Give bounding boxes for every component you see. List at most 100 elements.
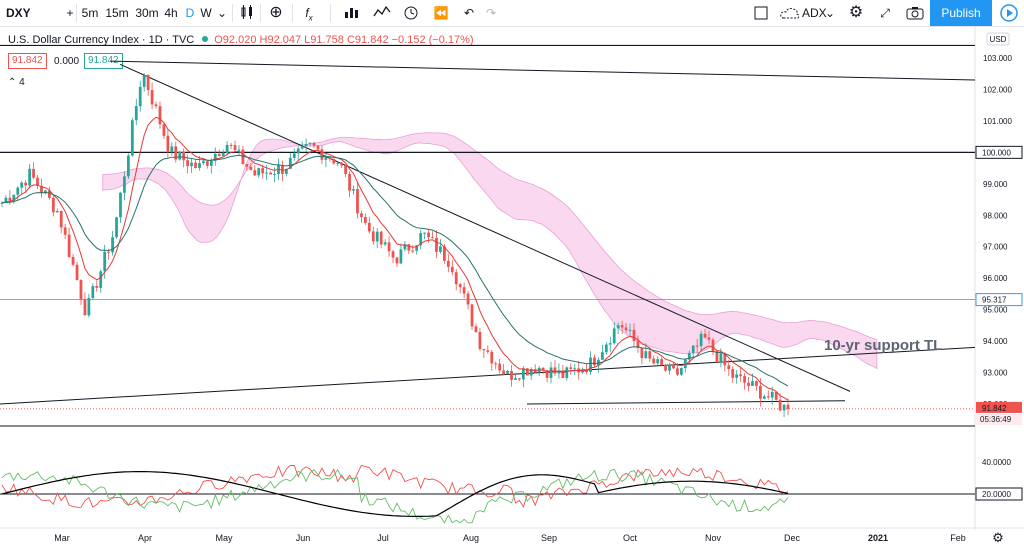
gear-icon[interactable]: ⚙: [992, 531, 1004, 546]
candle: [8, 197, 12, 201]
spread-value: 0.000: [54, 56, 80, 67]
layout-square-icon[interactable]: [752, 0, 770, 26]
financials-icon[interactable]: [340, 0, 362, 26]
support-trendline-annotation[interactable]: 10-yr support TL: [824, 337, 942, 354]
candle: [620, 325, 624, 328]
symbol-search[interactable]: DXY: [6, 6, 31, 20]
candle: [269, 172, 272, 175]
candle: [308, 142, 312, 145]
candle: [569, 367, 573, 369]
candle: [225, 144, 229, 154]
toolbar-divider: [260, 4, 261, 22]
adx-line: [1, 471, 789, 518]
candle: [154, 104, 158, 107]
trendline[interactable]: [0, 346, 976, 405]
bid-price-box[interactable]: 91.842: [8, 53, 47, 69]
candle: [194, 162, 197, 168]
cloud-save-icon[interactable]: [778, 0, 802, 26]
candle: [608, 343, 612, 345]
candle: [751, 381, 754, 386]
candle: [747, 382, 750, 386]
fullscreen-icon[interactable]: ⤢: [880, 6, 890, 20]
candle: [458, 284, 462, 288]
candle: [83, 299, 87, 316]
candle: [91, 286, 95, 299]
gear-icon[interactable]: ⚙: [848, 4, 864, 21]
interval-w[interactable]: W: [200, 6, 212, 20]
candle: [687, 352, 691, 360]
interval-d[interactable]: D: [185, 6, 195, 20]
candle: [379, 231, 383, 245]
x-tick-label: Mar: [54, 533, 70, 543]
publish-button[interactable]: Publish: [930, 0, 992, 26]
play-icon[interactable]: [994, 0, 1024, 26]
candle: [47, 190, 51, 198]
candle: [123, 176, 126, 193]
candle: [292, 153, 296, 158]
candles-icon[interactable]: [238, 0, 256, 26]
candle: [466, 293, 470, 305]
candle: [778, 399, 782, 411]
trendline[interactable]: [119, 63, 851, 392]
indicator-label[interactable]: ADX: [802, 6, 827, 20]
x-tick-label: Aug: [463, 533, 479, 543]
interval-15m[interactable]: 15m: [105, 6, 129, 20]
candle: [735, 374, 739, 378]
camera-icon[interactable]: [904, 0, 926, 26]
collapse-indicators-button[interactable]: ⌃ 4: [8, 77, 25, 88]
candle: [79, 280, 83, 300]
y-tick-label: 97.000: [983, 243, 1008, 252]
compare-plus-icon[interactable]: ⊕: [269, 4, 283, 21]
candle: [371, 231, 375, 242]
x-tick-label: Jul: [377, 533, 389, 543]
candle: [332, 158, 336, 164]
countdown-box: [976, 413, 1022, 425]
trendline[interactable]: [109, 60, 976, 81]
interval-dropdown-icon[interactable]: ⌄: [216, 6, 228, 20]
candle: [470, 304, 474, 327]
candle: [403, 244, 407, 250]
candle: [439, 246, 442, 252]
alert-clock-icon[interactable]: [400, 0, 422, 26]
candle: [482, 348, 486, 351]
interval-30m[interactable]: 30m: [135, 6, 159, 20]
redo-icon[interactable]: ↷: [485, 6, 497, 20]
candle: [545, 370, 549, 378]
candle: [324, 157, 328, 160]
y-tick-label: 98.000: [983, 211, 1008, 220]
candle: [656, 359, 660, 364]
candle: [304, 144, 308, 147]
chevron-down-icon[interactable]: ⌄: [824, 6, 836, 20]
price-axis[interactable]: [975, 27, 1024, 547]
add-symbol-icon[interactable]: +: [66, 6, 74, 20]
interval-4h[interactable]: 4h: [164, 6, 178, 20]
candle: [316, 145, 320, 150]
candle: [462, 287, 466, 294]
candle: [138, 86, 142, 107]
x-tick-label: Apr: [138, 533, 152, 543]
candle: [296, 148, 300, 154]
candle: [36, 177, 39, 186]
indicators-fx-icon[interactable]: fx: [305, 6, 313, 23]
undo-icon[interactable]: ↶: [463, 6, 475, 20]
replay-icon[interactable]: ⏪: [433, 6, 449, 20]
trendline[interactable]: [526, 400, 846, 405]
chart-title: U.S. Dollar Currency Index · 1D · TVC: [8, 34, 195, 46]
candle: [284, 168, 288, 174]
candle: [604, 344, 608, 353]
candle: [648, 351, 652, 359]
currency-badge[interactable]: [986, 32, 1010, 46]
candle: [770, 391, 774, 398]
candle: [44, 190, 47, 194]
price-axis-label: 95.317: [982, 296, 1007, 305]
candle: [288, 157, 292, 169]
interval-5m[interactable]: 5m: [81, 6, 99, 20]
templates-icon[interactable]: [370, 0, 394, 26]
top-toolbar: DXY + 5m 15m 30m 4h D W ⌄ ⊕ fx ⏪ ↶ ↷ ADX…: [0, 0, 1024, 27]
candle: [640, 348, 644, 359]
candle: [474, 326, 478, 333]
candle: [87, 298, 91, 316]
candle: [71, 256, 75, 265]
candle: [28, 168, 32, 186]
